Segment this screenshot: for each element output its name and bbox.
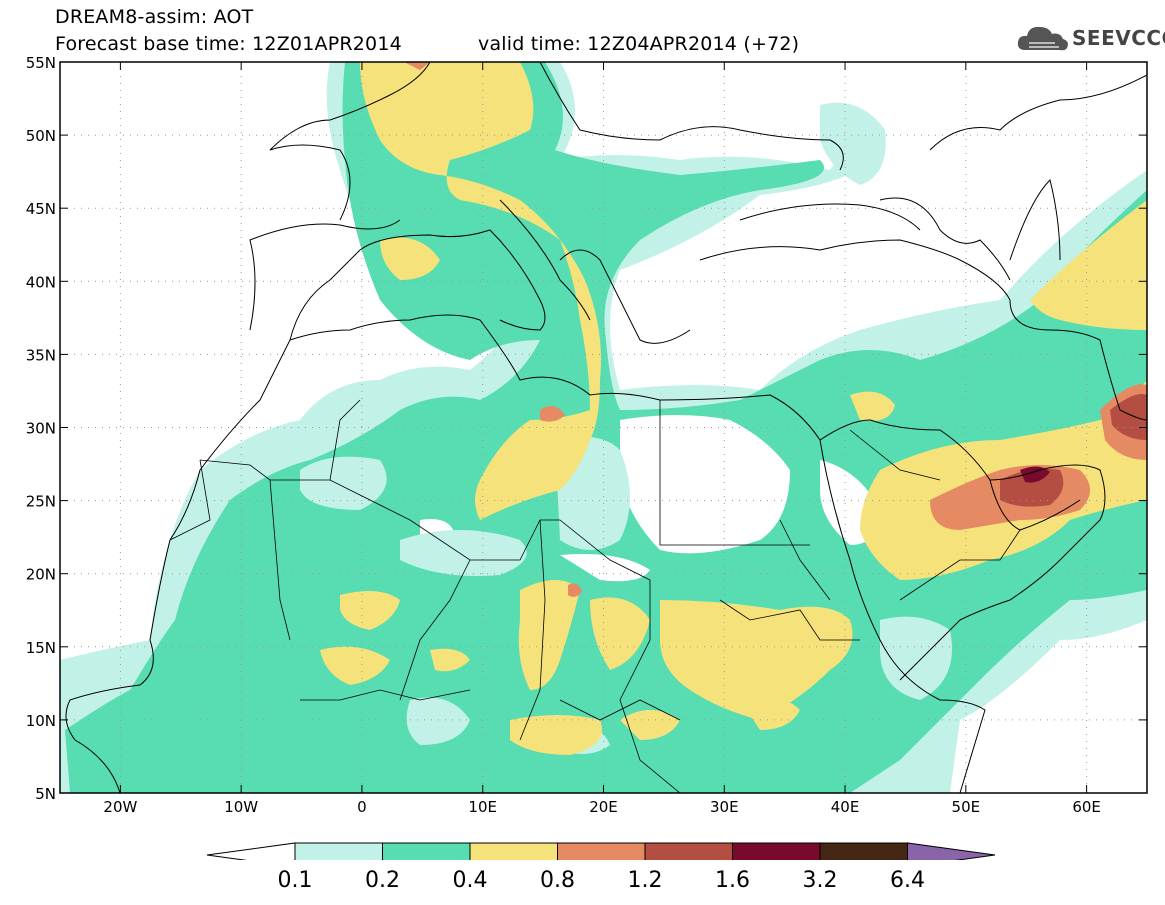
lon-label: 0 bbox=[357, 798, 367, 816]
base-time-label: Forecast base time: 12Z01APR2014 bbox=[55, 33, 402, 55]
colorbar-label: 0.8 bbox=[540, 868, 575, 893]
lat-label: 20N bbox=[26, 566, 56, 584]
colorbar-label: 1.2 bbox=[627, 868, 663, 893]
colorbar-label: 0.1 bbox=[277, 868, 313, 893]
lon-label: 30E bbox=[710, 798, 739, 816]
lat-label: 55N bbox=[26, 54, 56, 72]
aot-field bbox=[60, 62, 1147, 793]
country-borders bbox=[169, 399, 1021, 793]
logo-text: SEEVCCC bbox=[1072, 26, 1165, 50]
colorbar-over-arrow bbox=[907, 842, 996, 860]
lon-label: 60E bbox=[1072, 798, 1101, 816]
colorbar-label: 1.6 bbox=[715, 868, 750, 893]
lat-label: 25N bbox=[26, 493, 56, 511]
longitude-labels: 20W 10W 0 10E 20E 30E 40E 50E 60E bbox=[103, 798, 1100, 816]
aot-map: 55N 50N 45N 40N 35N 30N 25N 20N 15N 10N 5N 20W 10W 0… bbox=[26, 54, 1148, 860]
lon-label: 10W bbox=[224, 798, 258, 816]
lat-label: 15N bbox=[26, 639, 56, 657]
forecast-time-line: Forecast base time: 12Z01APR2014 valid ti… bbox=[55, 33, 799, 55]
lon-label: 40E bbox=[831, 798, 860, 816]
lat-label: 50N bbox=[26, 127, 56, 145]
colorbar-swatch bbox=[644, 842, 733, 860]
cloud-icon bbox=[1017, 26, 1068, 51]
aot-level-1-2 bbox=[1000, 394, 1147, 507]
coastlines bbox=[65, 62, 1147, 793]
colorbar-label: 0.4 bbox=[452, 868, 488, 893]
colorbar-swatch bbox=[294, 842, 383, 860]
lat-label: 5N bbox=[35, 785, 56, 803]
colorbar bbox=[206, 842, 996, 860]
aot-clear-areas bbox=[300, 415, 952, 754]
colorbar-label: 3.2 bbox=[802, 868, 838, 893]
map-title: DREAM8-assim: AOT bbox=[55, 6, 254, 28]
lat-label: 40N bbox=[26, 273, 56, 291]
lon-label: 20E bbox=[589, 798, 618, 816]
seevccc-logo: SEEVCCC bbox=[1015, 20, 1165, 60]
colorbar-label: 6.4 bbox=[890, 868, 925, 893]
colorbar-label: 0.2 bbox=[365, 868, 400, 893]
lon-label: 20W bbox=[103, 798, 137, 816]
latitude-labels: 55N 50N 45N 40N 35N 30N 25N 20N 15N 10N 5N bbox=[26, 54, 56, 803]
colorbar-swatch bbox=[557, 842, 646, 860]
colorbar-labels: 0.1 0.2 0.4 0.8 1.2 1.6 3.2 6.4 bbox=[0, 868, 1165, 898]
lat-label: 30N bbox=[26, 420, 56, 438]
axis-ticks bbox=[60, 61, 1147, 794]
colorbar-swatch bbox=[732, 842, 821, 860]
colorbar-swatch bbox=[469, 842, 558, 860]
aot-level-1-6 bbox=[1020, 466, 1050, 483]
colorbar-under-arrow bbox=[206, 842, 296, 860]
colorbar-swatch bbox=[819, 842, 908, 860]
lat-label: 35N bbox=[26, 346, 56, 364]
lat-label: 45N bbox=[26, 200, 56, 218]
colorbar-swatch bbox=[382, 842, 471, 860]
lon-label: 50E bbox=[952, 798, 981, 816]
lon-label: 10E bbox=[468, 798, 497, 816]
map-gridlines bbox=[60, 62, 1147, 793]
lat-label: 10N bbox=[26, 712, 56, 730]
valid-time-label: valid time: 12Z04APR2014 (+72) bbox=[478, 33, 800, 55]
